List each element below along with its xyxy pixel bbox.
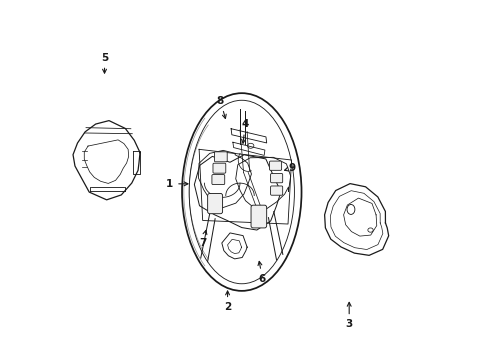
FancyBboxPatch shape: [270, 186, 282, 195]
Text: 1: 1: [166, 179, 188, 189]
Text: 2: 2: [224, 291, 231, 312]
Text: 5: 5: [101, 52, 108, 73]
Text: 7: 7: [198, 230, 207, 248]
Text: 4: 4: [241, 120, 248, 143]
Text: 3: 3: [345, 302, 352, 329]
FancyBboxPatch shape: [212, 175, 224, 185]
FancyBboxPatch shape: [270, 174, 282, 183]
FancyBboxPatch shape: [212, 163, 226, 173]
FancyBboxPatch shape: [207, 193, 222, 214]
Text: 6: 6: [257, 261, 266, 284]
FancyBboxPatch shape: [251, 205, 266, 228]
FancyBboxPatch shape: [269, 161, 281, 170]
FancyBboxPatch shape: [214, 152, 227, 162]
Text: 8: 8: [216, 96, 226, 119]
Text: 9: 9: [284, 163, 295, 173]
